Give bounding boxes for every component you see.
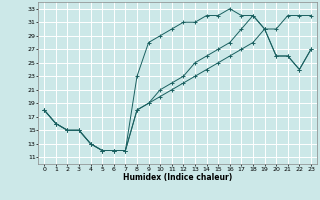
X-axis label: Humidex (Indice chaleur): Humidex (Indice chaleur) <box>123 173 232 182</box>
